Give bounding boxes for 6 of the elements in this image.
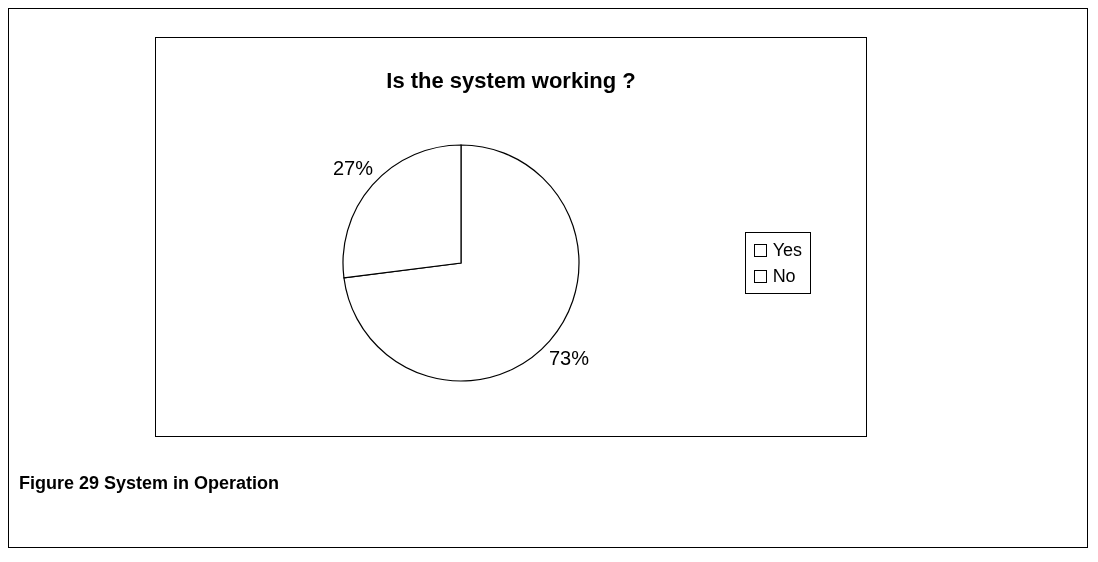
- data-label: 27%: [332, 156, 374, 179]
- legend-label: No: [772, 265, 796, 288]
- chart-title: Is the system working ?: [385, 68, 637, 94]
- data-label: 73%: [549, 347, 590, 370]
- legend-label: Yes: [772, 239, 802, 262]
- caption: Figure 29 System in Operation: [19, 473, 280, 494]
